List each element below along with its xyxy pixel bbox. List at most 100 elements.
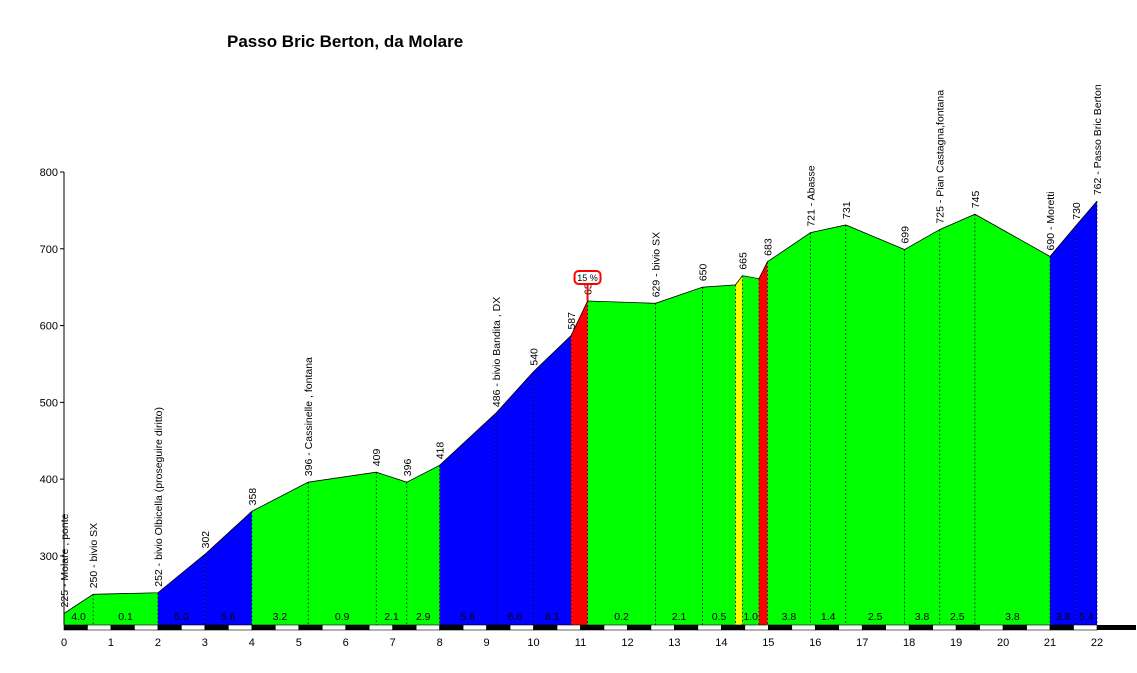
profile-segment [93, 592, 158, 625]
x-axis-bar-block [63, 624, 88, 631]
x-axis-bar-block [721, 624, 746, 631]
profile-segment [587, 300, 656, 625]
x-axis-bar-block [533, 624, 558, 631]
max-gradient-badge [573, 270, 602, 285]
x-tick-label: 5 [296, 637, 302, 649]
segment-gradient-label: 3.2 [273, 611, 288, 623]
x-tick-label: 11 [575, 637, 586, 649]
x-axis-bar-block [251, 624, 276, 631]
x-tick-label: 3 [202, 637, 208, 649]
profile-segment [1075, 201, 1097, 625]
x-tick-label: 6 [343, 637, 349, 649]
profile-segment [735, 275, 743, 625]
x-axis-bar-block [462, 624, 487, 631]
x-axis-bar-block [814, 624, 840, 631]
x-axis-bar-block [392, 624, 417, 631]
point-label: 665 [737, 252, 749, 270]
x-tick-label: 19 [950, 637, 962, 649]
x-axis-bar-block [768, 624, 793, 631]
x-tick-label: 10 [527, 637, 539, 649]
point-label: 587 [566, 312, 578, 330]
profile-segment [655, 287, 703, 625]
segment-gradient-label: 6.1 [545, 611, 560, 623]
x-axis-bar-block [181, 624, 206, 631]
x-tick-label: 14 [715, 637, 727, 649]
segment-gradient-label: 2.5 [950, 611, 965, 623]
x-axis-bar-block [1026, 624, 1051, 631]
profile-segment [810, 224, 846, 625]
point-label: 252 - bivio Olbicella (proseguire diritt… [153, 407, 165, 587]
segment-gradient-label: 5.6 [221, 611, 236, 623]
profile-segment [251, 482, 309, 625]
x-axis-bar-block [791, 624, 816, 631]
x-axis-bar-block [274, 624, 300, 631]
x-tick-label: 20 [997, 637, 1009, 649]
profile-outline [63, 200, 1098, 614]
x-axis-bar-block [134, 624, 159, 631]
x-axis-bar-block [627, 624, 652, 631]
profile-segment [974, 214, 1051, 625]
x-axis-bar-block [838, 624, 863, 631]
y-tick-label: 300 [40, 551, 58, 563]
profile-segment [406, 465, 440, 625]
point-label: 683 [762, 238, 774, 256]
point-label: 730 [1071, 202, 1083, 220]
point-label: 358 [247, 488, 259, 506]
point-label: 721 - Abasse [806, 165, 818, 226]
profile-segment [533, 335, 572, 625]
point-label: 250 - bivio SX [88, 523, 100, 588]
y-tick-label: 800 [40, 167, 58, 179]
profile-segment [64, 594, 94, 625]
segment-gradient-label: 0.1 [118, 611, 133, 623]
x-tick-label: 13 [668, 637, 680, 649]
profile-segment [758, 261, 768, 625]
profile-segment [495, 371, 534, 625]
x-axis-bar-block [345, 624, 370, 631]
x-axis-bar-block [861, 624, 887, 631]
x-axis-bar-tail [1097, 625, 1136, 630]
x-tick-label: 2 [155, 637, 161, 649]
x-tick-label: 12 [621, 637, 633, 649]
x-axis-bar-block [979, 624, 1004, 631]
x-axis-bar-block [674, 624, 699, 631]
x-tick-label: 9 [484, 637, 490, 649]
segment-gradient-label: 0.5 [712, 611, 727, 623]
x-axis-bar-block [415, 624, 440, 631]
x-axis-bar-block [509, 624, 534, 631]
max-gradient-label: 15 % [577, 273, 598, 283]
profile-segment [439, 413, 496, 625]
point-label: 650 [698, 263, 710, 281]
segment-gradient-label: 6.6 [507, 611, 522, 623]
segment-gradient-label: 2.1 [384, 611, 399, 623]
profile-segment [571, 300, 588, 625]
x-tick-label: 0 [61, 637, 67, 649]
gradient-segments [64, 201, 1097, 625]
x-axis-bar-block [439, 624, 464, 631]
segment-gradient-label: 3.8 [1056, 611, 1071, 623]
segment-gradient-label: 0.2 [614, 611, 629, 623]
profile-segment [845, 224, 905, 625]
x-axis-bar-block [697, 624, 722, 631]
x-tick-label: 16 [809, 637, 821, 649]
point-label: 699 [899, 226, 911, 244]
x-axis-bar-block [157, 624, 182, 631]
point-label: 418 [435, 442, 447, 460]
profile-segment [767, 232, 811, 625]
segment-gradient-label: 5.0 [174, 611, 189, 623]
y-tick-label: 500 [40, 397, 58, 409]
point-label: 396 - Cassinelle , fontana [303, 357, 315, 476]
chart-title: Passo Bric Berton, da Molare [227, 32, 464, 51]
x-axis-bar-block [908, 624, 933, 631]
point-label: 745 [970, 191, 982, 209]
x-axis-bar-block [228, 624, 253, 631]
segment-gradient-label: 3.8 [782, 611, 797, 623]
gradient-labels: 4.0 0.1 5.0 5.6 3.2 0.9 2.1 2.9 5.6 6.6 6.1 0.2 2.1 0… [71, 611, 1094, 623]
point-label: 302 [200, 531, 212, 549]
x-axis-bar-block [486, 624, 511, 631]
profile-segment [904, 229, 940, 625]
segment-gradient-label: 5.6 [461, 611, 476, 623]
profile-segment [308, 472, 377, 625]
x-tick-label: 4 [249, 637, 255, 649]
y-tick-label: 700 [40, 244, 58, 256]
